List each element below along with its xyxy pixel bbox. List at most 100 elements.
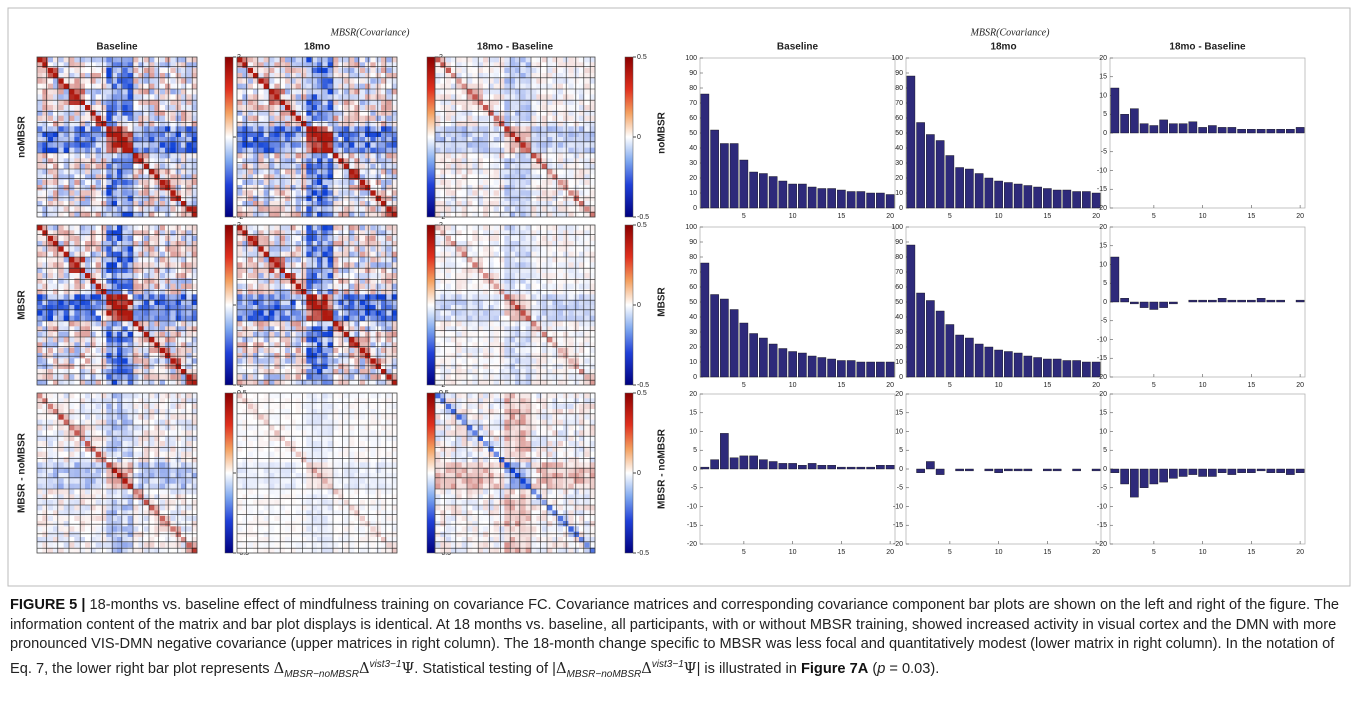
matrix-cell: [63, 342, 70, 348]
matrix-cell: [515, 99, 521, 106]
matrix-cell: [175, 347, 182, 354]
matrix-cell: [269, 105, 275, 111]
matrix-cell: [138, 294, 144, 300]
matrix-cell: [95, 83, 102, 90]
matrix-cell: [154, 241, 160, 247]
matrix-cell: [154, 83, 160, 90]
matrix-cell: [573, 230, 580, 236]
matrix-cell: [247, 331, 254, 338]
matrix-cell: [509, 131, 516, 138]
matrix-cell: [122, 142, 128, 148]
matrix-cell: [333, 342, 339, 348]
matrix-cell: [165, 363, 171, 370]
matrix-cell: [343, 67, 350, 74]
matrix-cell: [37, 267, 43, 274]
matrix-cell: [359, 153, 366, 159]
matrix-cell: [338, 73, 344, 79]
matrix-cell: [117, 211, 123, 218]
matrix-cell: [381, 310, 387, 316]
matrix-cell: [461, 195, 468, 202]
matrix-cell: [451, 225, 457, 231]
matrix-cell: [274, 353, 280, 359]
matrix-cell: [477, 174, 484, 180]
matrix-cell: [159, 374, 166, 380]
matrix-cell: [391, 211, 398, 218]
matrix-cell: [263, 225, 270, 231]
matrix-cell: [370, 299, 376, 306]
matrix-cell: [295, 235, 302, 242]
matrix-cell: [111, 99, 118, 106]
matrix-cell: [242, 321, 248, 327]
matrix-cell: [552, 62, 558, 68]
matrix-cell: [69, 105, 75, 111]
matrix-cell: [359, 379, 366, 386]
matrix-cell: [106, 190, 112, 196]
matrix-cell: [111, 195, 118, 202]
matrix-cell: [47, 169, 54, 175]
matrix-cell: [181, 379, 187, 386]
matrix-cell: [106, 369, 112, 375]
matrix-cell: [515, 115, 521, 122]
matrix-cell: [253, 353, 259, 359]
matrix-cell: [74, 305, 80, 311]
matrix-cell: [90, 105, 96, 111]
matrix-cell: [247, 225, 254, 231]
matrix-cell: [237, 73, 243, 79]
matrix-cell: [365, 310, 371, 316]
matrix-cell: [63, 374, 70, 380]
matrix-cell: [111, 163, 118, 170]
matrix-cell: [349, 105, 355, 111]
matrix-cell: [547, 211, 553, 218]
matrix-cell: [159, 230, 166, 236]
matrix-cell: [520, 195, 526, 202]
matrix-cell: [375, 115, 382, 122]
matrix-cell: [53, 137, 59, 143]
matrix-cell: [552, 73, 558, 79]
matrix-cell: [349, 195, 355, 202]
matrix-cell: [375, 353, 382, 359]
matrix-cell: [37, 321, 43, 327]
matrix-cell: [461, 251, 468, 258]
matrix-cell: [301, 126, 307, 132]
matrix-cell: [493, 137, 500, 143]
matrix-cell: [111, 190, 118, 196]
matrix-cell: [525, 174, 532, 180]
matrix-cell: [101, 126, 107, 132]
matrix-cell: [322, 206, 328, 212]
matrix-cell: [322, 57, 328, 63]
matrix-cell: [359, 147, 366, 154]
matrix-cell: [106, 110, 112, 116]
matrix-cell: [106, 251, 112, 258]
matrix-cell: [165, 251, 171, 258]
matrix-cell: [343, 321, 350, 327]
matrix-cell: [258, 305, 264, 311]
matrix-cell: [127, 211, 134, 218]
matrix-cell: [472, 230, 478, 236]
matrix-cell: [47, 121, 54, 127]
matrix-cell: [338, 110, 344, 116]
matrix-cell: [461, 67, 468, 74]
matrix-cell: [285, 169, 291, 175]
matrix-cell: [477, 230, 484, 236]
matrix-cell: [370, 137, 376, 143]
matrix-cell: [536, 251, 542, 258]
matrix-cell: [159, 294, 166, 300]
matrix-cell: [69, 99, 75, 106]
matrix-cell: [133, 305, 139, 311]
matrix-cell: [170, 358, 176, 364]
matrix-cell: [451, 174, 457, 180]
matrix-cell: [53, 169, 59, 175]
matrix-cell: [90, 94, 96, 100]
matrix-cell: [354, 185, 360, 191]
matrix-cell: [493, 201, 500, 207]
matrix-cell: [343, 153, 350, 159]
matrix-cell: [269, 62, 275, 68]
matrix-cell: [520, 126, 526, 132]
matrix-cell: [181, 126, 187, 132]
matrix-cell: [242, 262, 248, 268]
matrix-cell: [311, 337, 318, 343]
matrix-cell: [111, 142, 118, 148]
matrix-cell: [165, 99, 171, 106]
matrix-cell: [349, 358, 355, 364]
matrix-cell: [263, 105, 270, 111]
